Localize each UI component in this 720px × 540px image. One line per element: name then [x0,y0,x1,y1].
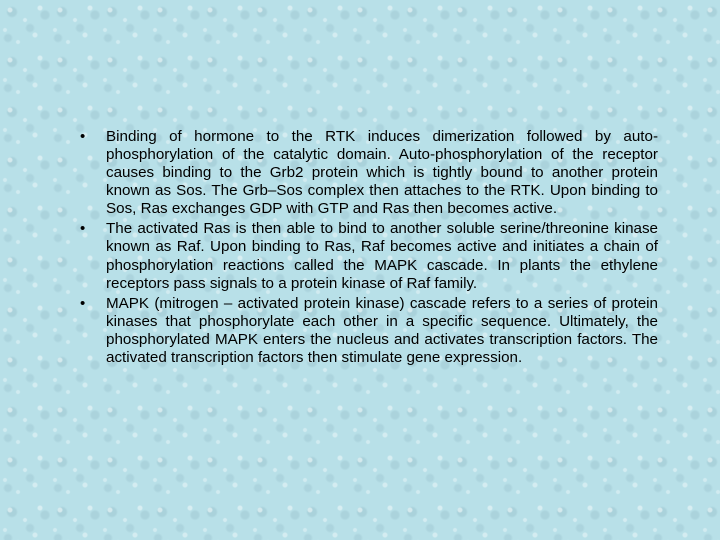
bullet-item: The activated Ras is then able to bind t… [78,220,658,292]
bullet-item: MAPK (mitrogen – activated protein kinas… [78,295,658,367]
bullet-list: Binding of hormone to the RTK induces di… [78,128,658,367]
slide-content: Binding of hormone to the RTK induces di… [78,128,658,369]
bullet-item: Binding of hormone to the RTK induces di… [78,128,658,218]
